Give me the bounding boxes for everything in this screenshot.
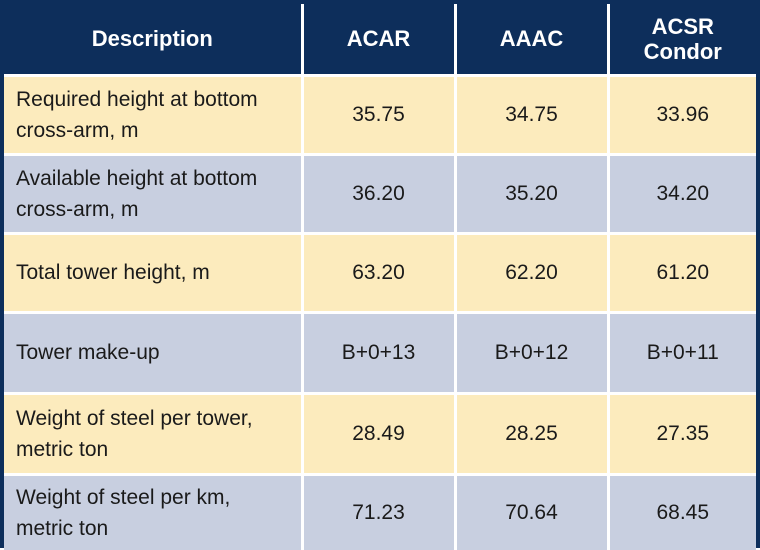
row-description: Available height at bottom cross-arm, m [4, 155, 302, 234]
cell-acar: 63.20 [302, 234, 455, 313]
cell-aaac: B+0+12 [455, 313, 608, 394]
row-description: Tower make-up [4, 313, 302, 394]
cell-acsr-condor: 61.20 [608, 234, 756, 313]
row-description: Total tower height, m [4, 234, 302, 313]
cell-aaac: 34.75 [455, 76, 608, 155]
table-row: Tower make-up B+0+13 B+0+12 B+0+11 [4, 313, 756, 394]
row-description: Required height at bottom cross-arm, m [4, 76, 302, 155]
row-description: Weight of steel per tower, metric ton [4, 394, 302, 475]
cell-acsr-condor: 34.20 [608, 155, 756, 234]
table-row: Required height at bottom cross-arm, m 3… [4, 76, 756, 155]
table-row: Total tower height, m 63.20 62.20 61.20 [4, 234, 756, 313]
cell-acsr-condor: 33.96 [608, 76, 756, 155]
comparison-table: Description ACAR AAAC ACSR Condor Requir… [4, 4, 756, 550]
table-row: Weight of steel per tower, metric ton 28… [4, 394, 756, 475]
cell-acar: 71.23 [302, 475, 455, 550]
cell-acar: B+0+13 [302, 313, 455, 394]
header-acsr-condor-text: ACSR Condor [638, 14, 728, 65]
cell-acsr-condor: 27.35 [608, 394, 756, 475]
cell-acar: 36.20 [302, 155, 455, 234]
cell-aaac: 28.25 [455, 394, 608, 475]
cell-acar: 35.75 [302, 76, 455, 155]
cell-acsr-condor: B+0+11 [608, 313, 756, 394]
table-row: Weight of steel per km, metric ton 71.23… [4, 475, 756, 550]
table-row: Available height at bottom cross-arm, m … [4, 155, 756, 234]
row-description: Weight of steel per km, metric ton [4, 475, 302, 550]
cell-aaac: 35.20 [455, 155, 608, 234]
header-description: Description [4, 4, 302, 76]
header-row: Description ACAR AAAC ACSR Condor [4, 4, 756, 76]
cell-aaac: 62.20 [455, 234, 608, 313]
cell-acsr-condor: 68.45 [608, 475, 756, 550]
header-acar: ACAR [302, 4, 455, 76]
header-acsr-condor: ACSR Condor [608, 4, 756, 76]
header-aaac: AAAC [455, 4, 608, 76]
cell-aaac: 70.64 [455, 475, 608, 550]
cell-acar: 28.49 [302, 394, 455, 475]
